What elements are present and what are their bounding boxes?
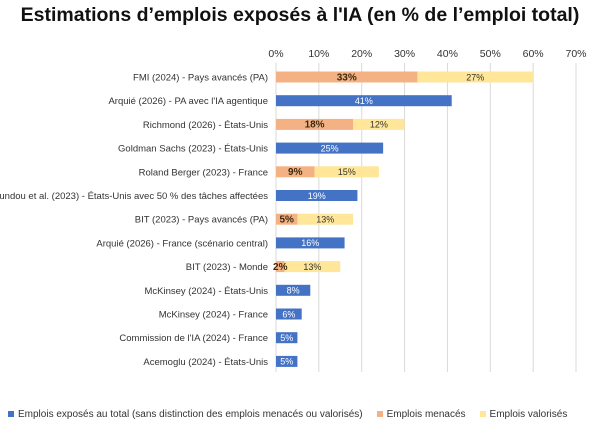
bar-segment xyxy=(276,213,298,225)
data-label: 19% xyxy=(308,191,326,201)
bar-segment xyxy=(276,118,354,130)
data-label: 15% xyxy=(338,167,356,177)
data-labels: 33% 27% 41% 18% 12% 25% 9% 15% 19% 5% 13% 16% 2% 13% 8… xyxy=(273,72,484,366)
data-label: 5% xyxy=(279,215,294,226)
bar-segment xyxy=(276,308,302,320)
data-label: 16% xyxy=(301,238,319,248)
category-labels: FMI (2024) - Pays avancés (PA) Arquié (20… xyxy=(0,73,268,368)
category-label: FMI (2024) - Pays avancés (PA) xyxy=(133,73,268,84)
legend-item: Emplois valorisés xyxy=(479,409,568,420)
legend-swatch xyxy=(479,411,486,418)
bar-segment xyxy=(276,95,452,107)
bar-segment xyxy=(297,213,354,225)
category-label: Commission de l'IA (2024) - France xyxy=(119,333,268,344)
bar-segment xyxy=(276,284,311,296)
bar-segment xyxy=(314,166,379,178)
x-tick-label: 10% xyxy=(308,48,329,60)
x-tick-label: 0% xyxy=(268,48,283,60)
category-label: Richmond (2026) - États-Unis xyxy=(143,120,268,131)
category-label: Acemoglu (2024) - États-Unis xyxy=(143,357,268,368)
bar-segment xyxy=(284,261,341,273)
bar-segment xyxy=(276,190,358,201)
category-label: Roland Berger (2023) - France xyxy=(139,167,268,178)
bar-segment xyxy=(276,71,418,83)
legend-label: Emplois exposés au total (sans distincti… xyxy=(18,409,363,420)
category-label: McKinsey (2024) - France xyxy=(159,310,268,321)
x-tick-label: 20% xyxy=(351,48,372,60)
data-label: 41% xyxy=(355,96,373,106)
category-label: Goldman Sachs (2023) - États-Unis xyxy=(118,144,268,155)
data-label: 18% xyxy=(305,120,325,131)
data-label: 13% xyxy=(303,262,321,272)
legend-swatch xyxy=(376,411,383,418)
bar-segment xyxy=(276,261,285,273)
bar-segment xyxy=(276,332,298,344)
legend-item: Emplois exposés au total (sans distincti… xyxy=(8,409,363,420)
x-tick-label: 70% xyxy=(565,48,586,60)
bar-segment xyxy=(276,142,384,154)
bar-segment xyxy=(276,355,298,367)
data-label: 5% xyxy=(280,357,293,367)
bars xyxy=(276,71,534,367)
x-tick-label: 30% xyxy=(394,48,415,60)
data-label: 25% xyxy=(321,143,339,153)
legend-label: Emplois menacés xyxy=(386,409,466,420)
category-label: BIT (2023) - Monde xyxy=(186,262,268,273)
bar-segment xyxy=(276,237,345,249)
data-label: 27% xyxy=(466,72,484,82)
legend-swatch xyxy=(8,411,14,418)
data-label: 8% xyxy=(287,286,300,296)
x-tick-label: 50% xyxy=(480,48,501,60)
category-label: Arquié (2026) - France (scénario central… xyxy=(96,238,268,249)
x-tick-label: 60% xyxy=(523,48,544,60)
data-label: 33% xyxy=(337,72,357,83)
data-label: 13% xyxy=(316,215,334,225)
data-label: 9% xyxy=(288,167,303,178)
bar-segment xyxy=(417,71,534,83)
category-label: BIT (2023) - Pays avancés (PA) xyxy=(135,215,268,226)
x-tick-label: 40% xyxy=(437,48,458,60)
data-label: 2% xyxy=(273,262,288,273)
data-label: 6% xyxy=(282,309,295,319)
chart-title: Estimations d’emplois exposés à l'IA (en… xyxy=(20,4,580,26)
legend-label: Emplois valorisés xyxy=(489,409,568,420)
data-label: 5% xyxy=(280,333,293,343)
x-axis-ticks: 0% 10% 20% 30% 40% 50% 60% 70% xyxy=(268,48,586,60)
category-label: Eloundou et al. (2023) - États-Unis avec… xyxy=(0,191,268,202)
legend-item: Emplois menacés xyxy=(376,409,466,420)
category-label: McKinsey (2024) - États-Unis xyxy=(144,286,268,297)
category-label: Arquié (2026) - PA avec l'IA agentique xyxy=(108,96,268,107)
bar-segment xyxy=(353,118,405,130)
legend: Emplois exposés au total (sans distincti… xyxy=(8,409,598,420)
bar-segment xyxy=(276,166,315,178)
data-label: 12% xyxy=(370,120,388,130)
